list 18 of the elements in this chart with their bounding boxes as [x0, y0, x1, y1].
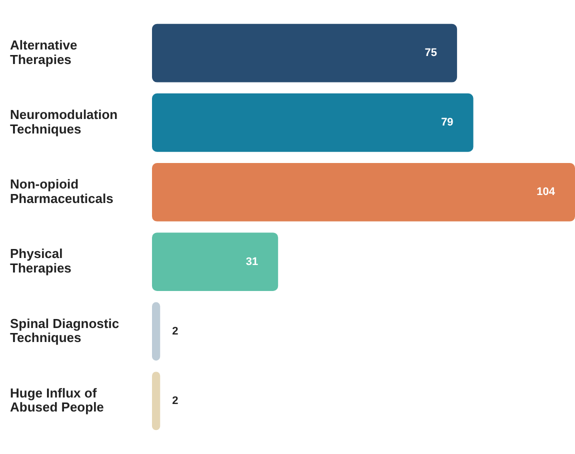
data-label: 2 [172, 394, 178, 407]
y-tick-label: Alternative Therapies [10, 38, 78, 67]
y-tick-label: Non-opioid Pharmaceuticals [10, 176, 114, 206]
bar [152, 232, 278, 291]
bar [152, 24, 458, 82]
y-tick-label: Spinal Diagnostic Techniques [10, 316, 120, 346]
data-label: 104 [536, 186, 556, 198]
bar [152, 302, 160, 361]
bar [152, 372, 160, 430]
bar [152, 163, 575, 222]
data-label: 75 [424, 47, 438, 60]
data-label: 79 [441, 116, 454, 129]
y-tick-label: Physical Therapies [10, 246, 72, 276]
data-label: 2 [172, 325, 178, 338]
y-tick-label: Huge Influx of Abused People [10, 385, 104, 415]
y-tick-label: Neuromodulation Techniques [10, 107, 118, 136]
data-label: 31 [246, 256, 258, 268]
bar [152, 93, 474, 152]
